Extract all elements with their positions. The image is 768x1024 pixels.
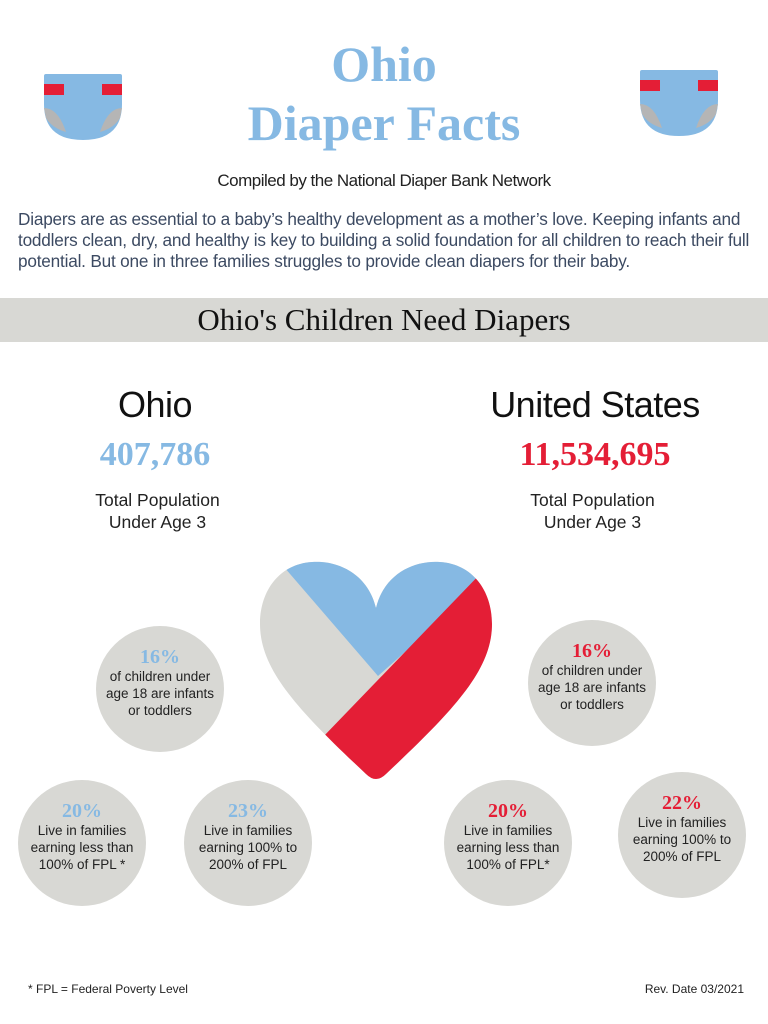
- stat-value: 16%: [140, 646, 180, 668]
- stat-value: 23%: [228, 800, 268, 822]
- section-banner: Ohio's Children Need Diapers: [0, 298, 768, 342]
- heart-graphic: [260, 561, 492, 780]
- stat-value: 22%: [662, 792, 702, 814]
- stat-text: Live in families earning less than 100% …: [30, 823, 134, 872]
- us-heading: United States: [490, 384, 700, 425]
- label-line: Under Age 3: [543, 512, 642, 532]
- ohio-heading: Ohio: [117, 384, 193, 425]
- us-stat-circle: 16% of children under age 18 are infants…: [528, 620, 656, 746]
- ohio-population-label: Total Population Under Age 3: [60, 489, 255, 533]
- us-population: 11,534,695: [519, 436, 671, 473]
- stat-value: 16%: [572, 640, 612, 662]
- label-line: Under Age 3: [108, 512, 207, 532]
- compiled-by: Compiled by the National Diaper Bank Net…: [217, 171, 551, 190]
- banner-title: Ohio's Children Need Diapers: [197, 302, 571, 337]
- ohio-stat-circle: 16% of children under age 18 are infants…: [96, 626, 224, 752]
- intro-paragraph: Diapers are as essential to a baby’s hea…: [18, 209, 750, 271]
- us-stat-circle: 22% Live in families earning 100% to 200…: [618, 772, 746, 898]
- ohio-population: 407,786: [99, 436, 211, 473]
- stat-text: Live in families earning 100% to 200% of…: [632, 815, 732, 864]
- diaper-icon: [44, 74, 122, 140]
- label-line: Total Population: [530, 490, 655, 510]
- ohio-stat-circle: 23% Live in families earning 100% to 200…: [184, 780, 312, 906]
- heart-blue-segment: [260, 561, 492, 676]
- ohio-stat-circle: 20% Live in families earning less than 1…: [18, 780, 146, 906]
- page-title-line1: Ohio: [331, 36, 437, 92]
- stat-value: 20%: [488, 800, 528, 822]
- stat-text: of children under age 18 are infants or …: [105, 669, 215, 718]
- diaper-icon: [640, 70, 718, 136]
- us-population-label: Total Population Under Age 3: [495, 489, 690, 533]
- revision-date: Rev. Date 03/2021: [644, 982, 744, 996]
- us-stat-circle: 20% Live in families earning less than 1…: [444, 780, 572, 906]
- stat-value: 20%: [62, 800, 102, 822]
- fpl-footnote: * FPL = Federal Poverty Level: [28, 982, 188, 996]
- stat-text: Live in families earning 100% to 200% of…: [198, 823, 298, 872]
- stat-text: of children under age 18 are infants or …: [537, 663, 647, 712]
- stat-text: Live in families earning less than 100% …: [456, 823, 560, 872]
- label-line: Total Population: [95, 490, 220, 510]
- page-title-line2: Diaper Facts: [247, 95, 521, 151]
